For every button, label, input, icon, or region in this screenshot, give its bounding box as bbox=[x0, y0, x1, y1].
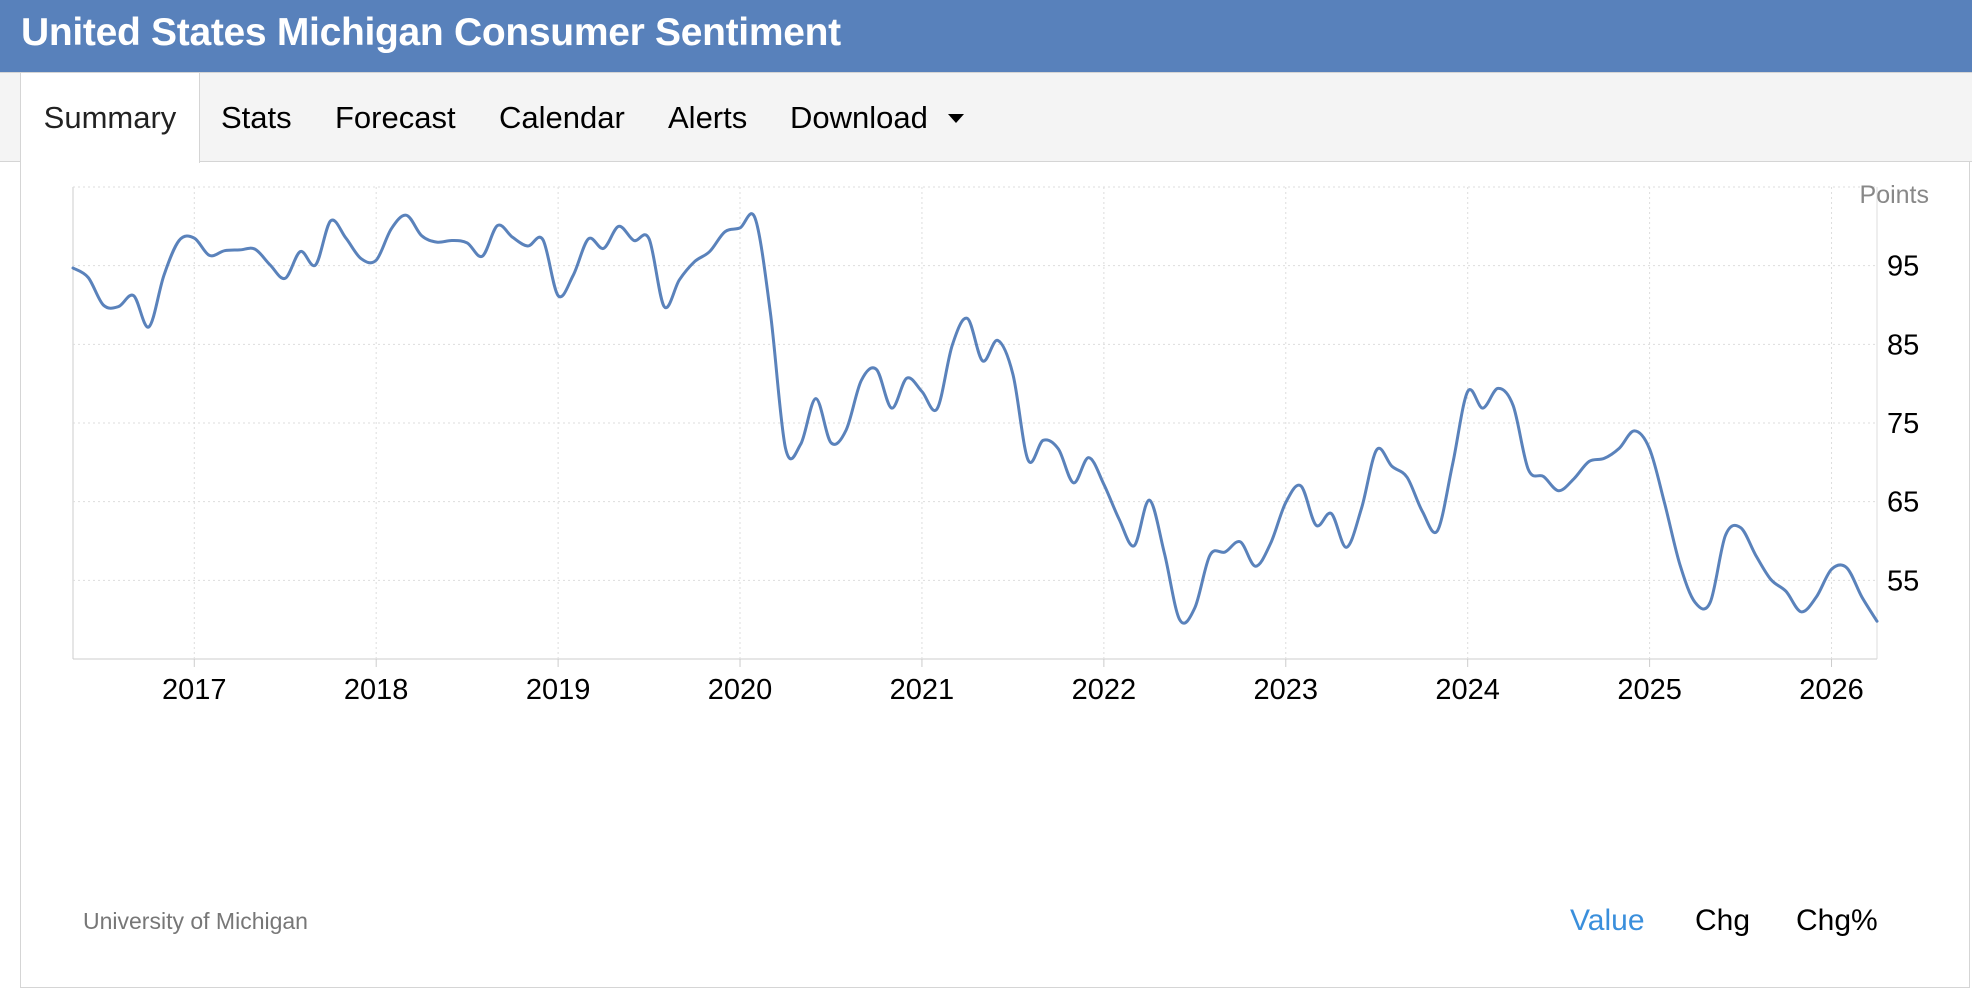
page-title: United States Michigan Consumer Sentimen… bbox=[21, 11, 841, 54]
x-tick-label: 2019 bbox=[526, 674, 591, 706]
y-tick-label: 85 bbox=[1887, 329, 1919, 361]
title-bar: United States Michigan Consumer Sentimen… bbox=[0, 0, 1972, 72]
tab-stats[interactable]: Stats bbox=[221, 100, 292, 135]
x-tick-label: 2021 bbox=[890, 674, 955, 706]
caret-down-icon bbox=[947, 114, 964, 123]
y-tick-label: 65 bbox=[1887, 487, 1919, 519]
tab-alerts[interactable]: Alerts bbox=[668, 100, 748, 135]
source-label: University of Michigan bbox=[83, 908, 308, 934]
line-chart: Points 2017 2018 2019 2020 2021 2022 2023 2024 2… bbox=[71, 181, 1929, 706]
x-tick-label: 2023 bbox=[1254, 674, 1319, 706]
toggle-value[interactable]: Value bbox=[1570, 904, 1645, 937]
y-axis-ticks: 55 65 75 85 95 bbox=[1887, 251, 1919, 598]
grid-layer bbox=[72, 186, 1878, 667]
tab-bar: Summary Stats Forecast Calendar Alerts D… bbox=[0, 72, 1972, 163]
tab-calendar[interactable]: Calendar bbox=[499, 100, 625, 135]
y-tick-label: 75 bbox=[1887, 408, 1919, 440]
tab-download[interactable]: Download bbox=[790, 73, 964, 162]
toggle-chg-pct[interactable]: Chg% bbox=[1796, 904, 1878, 937]
x-axis-ticks: 2017 2018 2019 2020 2021 2022 2023 2024 2025 2026 bbox=[162, 674, 1864, 706]
x-tick-label: 2017 bbox=[162, 674, 227, 706]
tab-summary[interactable]: Summary bbox=[20, 73, 200, 163]
toggle-chg[interactable]: Chg bbox=[1695, 904, 1751, 937]
x-tick-label: 2018 bbox=[344, 674, 409, 706]
x-tick-label: 2020 bbox=[708, 674, 773, 706]
chart-panel: Points 2017 2018 2019 2020 2021 2022 2023 2024 2… bbox=[20, 161, 1970, 988]
tab-forecast[interactable]: Forecast bbox=[335, 100, 456, 135]
tab-download-label: Download bbox=[790, 100, 928, 135]
x-tick-label: 2026 bbox=[1799, 674, 1864, 706]
x-tick-label: 2025 bbox=[1617, 674, 1682, 706]
x-tick-label: 2024 bbox=[1435, 674, 1500, 706]
unit-label: Points bbox=[1860, 181, 1929, 209]
x-tick-label: 2022 bbox=[1072, 674, 1137, 706]
y-tick-label: 55 bbox=[1887, 565, 1919, 597]
y-tick-label: 95 bbox=[1887, 251, 1919, 283]
series-line bbox=[71, 212, 1879, 625]
line-layer bbox=[71, 212, 1879, 625]
